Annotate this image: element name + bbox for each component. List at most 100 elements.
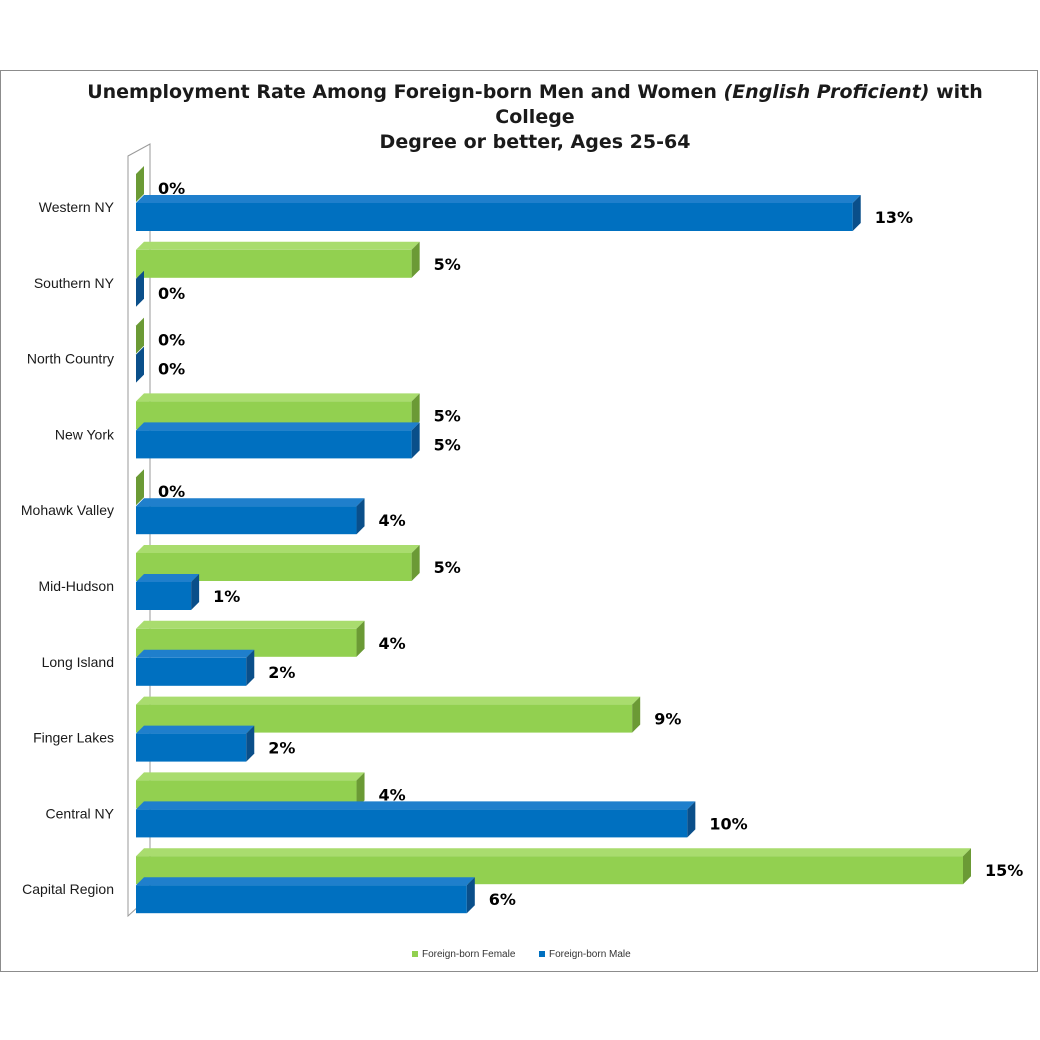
- bar-female: [136, 545, 420, 581]
- data-label: 5%: [434, 406, 461, 425]
- legend-label-female: Foreign-born Female: [422, 949, 516, 960]
- category-label: New York: [55, 426, 115, 442]
- bar-front-face: [136, 733, 247, 762]
- data-label: 0%: [158, 284, 185, 303]
- bar-front-face: [136, 203, 853, 231]
- chart-title-line-1: Unemployment Rate Among Foreign-born Men…: [60, 80, 1010, 130]
- bar-top-face: [136, 195, 861, 203]
- bar-side-face: [411, 241, 420, 278]
- category-label: Mid-Hudson: [39, 578, 114, 594]
- bar-side-face: [356, 620, 365, 657]
- bar-top-face: [136, 801, 696, 810]
- bar-front-face: [136, 430, 412, 459]
- data-label: 4%: [379, 785, 406, 804]
- bar-top-face: [136, 696, 641, 705]
- bar-side-face: [356, 772, 365, 809]
- bar-male: [136, 346, 144, 383]
- bar-top-face: [136, 545, 420, 553]
- bar-front-face: [136, 885, 467, 914]
- bar-side-face: [191, 574, 200, 610]
- bar-front-face: [136, 582, 192, 610]
- chart-title-part: Unemployment Rate Among Foreign-born Men…: [87, 81, 724, 103]
- bar-front-face: [136, 506, 357, 535]
- bar-side-face: [356, 498, 365, 535]
- bar-side-face: [466, 877, 475, 914]
- bar-top-face: [136, 649, 255, 658]
- chart-title-part: with College: [495, 81, 983, 128]
- data-label: 0%: [158, 482, 185, 501]
- bar-side-face: [246, 649, 255, 686]
- data-label: 5%: [434, 435, 461, 454]
- data-label: 9%: [654, 710, 681, 729]
- bar-top-face: [136, 772, 365, 781]
- bar-top-face: [136, 498, 365, 507]
- category-label: Mohawk Valley: [21, 502, 114, 518]
- data-label: 4%: [379, 634, 406, 653]
- legend-swatch-female: [412, 951, 418, 958]
- legend: Foreign-born Female Foreign-born Male: [400, 949, 660, 963]
- data-label: 5%: [434, 558, 461, 577]
- data-label: 5%: [434, 255, 461, 274]
- bar-side-face: [411, 393, 420, 430]
- category-label: Long Island: [42, 654, 114, 670]
- bar-male: [136, 877, 475, 914]
- data-label: 4%: [379, 511, 406, 530]
- data-label: 1%: [213, 587, 240, 606]
- category-label: Western NY: [39, 199, 115, 215]
- data-label: 6%: [489, 890, 516, 909]
- bar-female: [136, 317, 144, 354]
- bar-female: [136, 696, 641, 733]
- bar-front-face: [136, 657, 247, 686]
- bar-side-face: [687, 801, 696, 838]
- data-label: 15%: [985, 861, 1023, 880]
- bar-top-face: [136, 848, 971, 857]
- bar-male: [136, 195, 861, 231]
- bar-top-face: [136, 725, 255, 734]
- category-label: North Country: [27, 351, 114, 367]
- bar-male: [136, 270, 144, 307]
- bar-male: [136, 498, 365, 535]
- category-label: Capital Region: [22, 881, 114, 897]
- bar-side-face: [136, 317, 144, 354]
- legend-label-male: Foreign-born Male: [549, 949, 631, 960]
- category-label: Southern NY: [34, 275, 115, 291]
- category-label: Finger Lakes: [33, 730, 114, 746]
- bar-side-face: [852, 195, 861, 231]
- chart-title-part: (English Proficient): [723, 81, 930, 103]
- legend-item-female: Foreign-born Female: [412, 949, 515, 960]
- bar-top-face: [136, 241, 420, 250]
- category-label: Central NY: [46, 805, 115, 821]
- data-label: 0%: [158, 360, 185, 379]
- bar-front-face: [136, 249, 412, 278]
- data-label: 13%: [875, 208, 913, 227]
- bar-male: [136, 422, 420, 459]
- bar-female: [136, 166, 144, 202]
- data-label: 10%: [709, 814, 747, 833]
- bar-female: [136, 469, 144, 506]
- bar-female: [136, 241, 420, 278]
- bar-side-face: [136, 166, 144, 202]
- bar-side-face: [136, 270, 144, 307]
- chart-title: Unemployment Rate Among Foreign-born Men…: [60, 80, 1010, 155]
- bar-side-face: [136, 346, 144, 383]
- bar-top-face: [136, 620, 365, 629]
- bar-male: [136, 801, 696, 838]
- bar-top-face: [136, 877, 475, 886]
- data-label: 0%: [158, 179, 185, 198]
- legend-swatch-male: [539, 951, 545, 958]
- bar-side-face: [411, 545, 420, 581]
- bar-top-face: [136, 574, 200, 582]
- bar-male: [136, 649, 255, 686]
- bar-side-face: [136, 469, 144, 506]
- bar-side-face: [632, 696, 641, 733]
- bar-side-face: [963, 848, 971, 885]
- bar-side-face: [411, 422, 420, 459]
- data-label: 2%: [268, 663, 295, 682]
- data-label: 2%: [268, 739, 295, 758]
- bar-top-face: [136, 393, 420, 402]
- bar-front-face: [136, 809, 688, 838]
- bar-male: [136, 725, 255, 762]
- bar-top-face: [136, 422, 420, 431]
- data-label: 0%: [158, 331, 185, 350]
